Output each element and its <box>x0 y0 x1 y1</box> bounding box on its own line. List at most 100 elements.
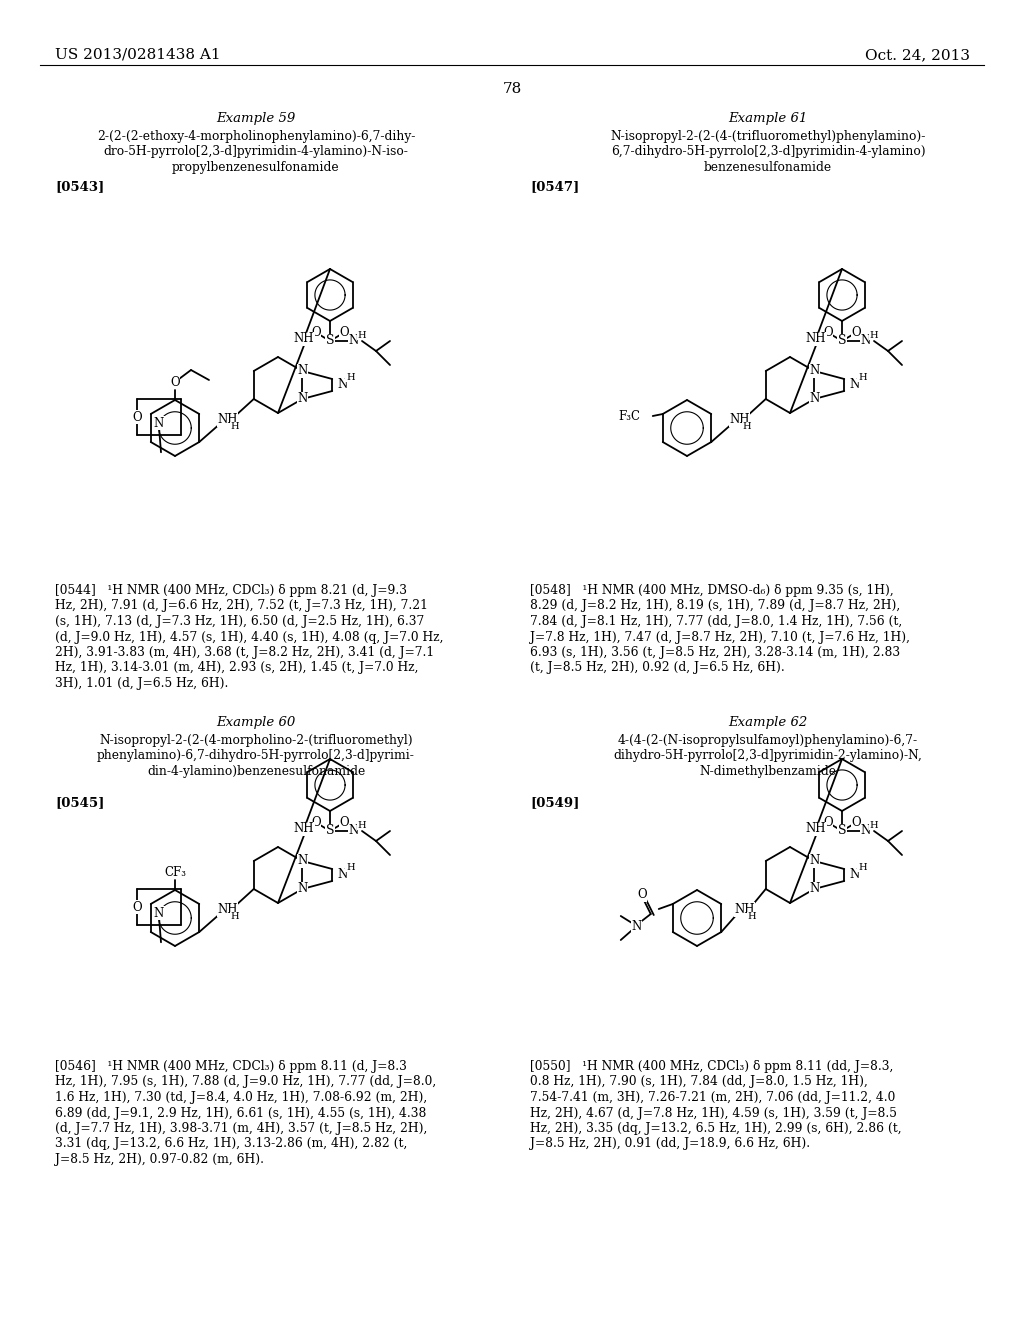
Text: 7.84 (d, J=8.1 Hz, 1H), 7.77 (dd, J=8.0, 1.4 Hz, 1H), 7.56 (t,: 7.84 (d, J=8.1 Hz, 1H), 7.77 (dd, J=8.0,… <box>530 615 902 628</box>
Text: N: N <box>297 883 307 895</box>
Text: N: N <box>809 883 819 895</box>
Text: 1.6 Hz, 1H), 7.30 (td, J=8.4, 4.0 Hz, 1H), 7.08-6.92 (m, 2H),: 1.6 Hz, 1H), 7.30 (td, J=8.4, 4.0 Hz, 1H… <box>55 1092 427 1104</box>
Text: Hz, 2H), 3.35 (dq, J=13.2, 6.5 Hz, 1H), 2.99 (s, 6H), 2.86 (t,: Hz, 2H), 3.35 (dq, J=13.2, 6.5 Hz, 1H), … <box>530 1122 901 1135</box>
Text: Hz, 2H), 4.67 (d, J=7.8 Hz, 1H), 4.59 (s, 1H), 3.59 (t, J=8.5: Hz, 2H), 4.67 (d, J=7.8 Hz, 1H), 4.59 (s… <box>530 1106 897 1119</box>
Text: dro-5H-pyrrolo[2,3-d]pyrimidin-4-ylamino)-N-iso-: dro-5H-pyrrolo[2,3-d]pyrimidin-4-ylamino… <box>103 145 409 158</box>
Text: O: O <box>823 326 833 339</box>
Text: NH: NH <box>294 333 314 346</box>
Text: N-isopropyl-2-(2-(4-(trifluoromethyl)phenylamino)-: N-isopropyl-2-(2-(4-(trifluoromethyl)phe… <box>610 129 926 143</box>
Text: NH: NH <box>217 413 238 426</box>
Text: S: S <box>838 334 846 347</box>
Text: N: N <box>809 854 819 867</box>
Text: dihydro-5H-pyrrolo[2,3-d]pyrimidin-2-ylamino)-N,: dihydro-5H-pyrrolo[2,3-d]pyrimidin-2-yla… <box>613 750 923 763</box>
Text: H: H <box>858 862 866 871</box>
Text: H: H <box>346 372 354 381</box>
Text: F₃C: F₃C <box>618 409 641 422</box>
Text: H: H <box>869 330 879 339</box>
Text: 6.93 (s, 1H), 3.56 (t, J=8.5 Hz, 2H), 3.28-3.14 (m, 1H), 2.83: 6.93 (s, 1H), 3.56 (t, J=8.5 Hz, 2H), 3.… <box>530 645 900 659</box>
Text: N: N <box>861 334 871 347</box>
Text: (d, J=7.7 Hz, 1H), 3.98-3.71 (m, 4H), 3.57 (t, J=8.5 Hz, 2H),: (d, J=7.7 Hz, 1H), 3.98-3.71 (m, 4H), 3.… <box>55 1122 427 1135</box>
Text: 0.8 Hz, 1H), 7.90 (s, 1H), 7.84 (dd, J=8.0, 1.5 Hz, 1H),: 0.8 Hz, 1H), 7.90 (s, 1H), 7.84 (dd, J=8… <box>530 1076 868 1089</box>
Text: din-4-ylamino)benzenesulfonamide: din-4-ylamino)benzenesulfonamide <box>146 766 366 777</box>
Text: H: H <box>858 372 866 381</box>
Text: N: N <box>349 334 359 347</box>
Text: 6.89 (dd, J=9.1, 2.9 Hz, 1H), 6.61 (s, 1H), 4.55 (s, 1H), 4.38: 6.89 (dd, J=9.1, 2.9 Hz, 1H), 6.61 (s, 1… <box>55 1106 426 1119</box>
Text: N: N <box>809 364 819 378</box>
Text: H: H <box>748 912 756 921</box>
Text: O: O <box>339 326 349 339</box>
Text: propylbenzenesulfonamide: propylbenzenesulfonamide <box>172 161 340 174</box>
Text: [0549]: [0549] <box>530 796 580 809</box>
Text: 7.54-7.41 (m, 3H), 7.26-7.21 (m, 2H), 7.06 (dd, J=11.2, 4.0: 7.54-7.41 (m, 3H), 7.26-7.21 (m, 2H), 7.… <box>530 1092 895 1104</box>
Text: O: O <box>311 817 321 829</box>
Text: J=8.5 Hz, 2H), 0.97-0.82 (m, 6H).: J=8.5 Hz, 2H), 0.97-0.82 (m, 6H). <box>55 1152 264 1166</box>
Text: Example 60: Example 60 <box>216 715 296 729</box>
Text: N-isopropyl-2-(2-(4-morpholino-2-(trifluoromethyl): N-isopropyl-2-(2-(4-morpholino-2-(triflu… <box>99 734 413 747</box>
Text: 8.29 (d, J=8.2 Hz, 1H), 8.19 (s, 1H), 7.89 (d, J=8.7 Hz, 2H),: 8.29 (d, J=8.2 Hz, 1H), 8.19 (s, 1H), 7.… <box>530 599 900 612</box>
Text: 6,7-dihydro-5H-pyrrolo[2,3-d]pyrimidin-4-ylamino): 6,7-dihydro-5H-pyrrolo[2,3-d]pyrimidin-4… <box>610 145 926 158</box>
Text: O: O <box>132 900 141 913</box>
Text: N: N <box>849 379 859 392</box>
Text: O: O <box>851 326 861 339</box>
Text: NH: NH <box>806 333 826 346</box>
Text: [0546]   ¹H NMR (400 MHz, CDCl₃) δ ppm 8.11 (d, J=8.3: [0546] ¹H NMR (400 MHz, CDCl₃) δ ppm 8.1… <box>55 1060 407 1073</box>
Text: N: N <box>297 854 307 867</box>
Text: [0550]   ¹H NMR (400 MHz, CDCl₃) δ ppm 8.11 (dd, J=8.3,: [0550] ¹H NMR (400 MHz, CDCl₃) δ ppm 8.1… <box>530 1060 893 1073</box>
Text: [0544]   ¹H NMR (400 MHz, CDCl₃) δ ppm 8.21 (d, J=9.3: [0544] ¹H NMR (400 MHz, CDCl₃) δ ppm 8.2… <box>55 583 407 597</box>
Text: [0543]: [0543] <box>55 180 104 193</box>
Text: O: O <box>132 411 141 424</box>
Text: 2H), 3.91-3.83 (m, 4H), 3.68 (t, J=8.2 Hz, 2H), 3.41 (d, J=7.1: 2H), 3.91-3.83 (m, 4H), 3.68 (t, J=8.2 H… <box>55 645 434 659</box>
Text: [0545]: [0545] <box>55 796 104 809</box>
Text: NH: NH <box>806 822 826 836</box>
Text: O: O <box>823 817 833 829</box>
Text: 2-(2-(2-ethoxy-4-morpholinophenylamino)-6,7-dihy-: 2-(2-(2-ethoxy-4-morpholinophenylamino)-… <box>97 129 415 143</box>
Text: H: H <box>346 862 354 871</box>
Text: H: H <box>357 330 367 339</box>
Text: NH: NH <box>294 822 314 836</box>
Text: 4-(4-(2-(N-isopropylsulfamoyl)phenylamino)-6,7-: 4-(4-(2-(N-isopropylsulfamoyl)phenylamin… <box>617 734 919 747</box>
Text: H: H <box>230 422 239 432</box>
Text: (d, J=9.0 Hz, 1H), 4.57 (s, 1H), 4.40 (s, 1H), 4.08 (q, J=7.0 Hz,: (d, J=9.0 Hz, 1H), 4.57 (s, 1H), 4.40 (s… <box>55 631 443 644</box>
Text: US 2013/0281438 A1: US 2013/0281438 A1 <box>55 48 220 62</box>
Text: S: S <box>326 334 334 347</box>
Text: Example 61: Example 61 <box>728 112 808 125</box>
Text: O: O <box>339 817 349 829</box>
Text: N: N <box>809 392 819 405</box>
Text: J=8.5 Hz, 2H), 0.91 (dd, J=18.9, 6.6 Hz, 6H).: J=8.5 Hz, 2H), 0.91 (dd, J=18.9, 6.6 Hz,… <box>530 1138 810 1151</box>
Text: Oct. 24, 2013: Oct. 24, 2013 <box>865 48 970 62</box>
Text: NH: NH <box>734 903 755 916</box>
Text: Example 62: Example 62 <box>728 715 808 729</box>
Text: O: O <box>637 888 646 902</box>
Text: N: N <box>154 907 164 920</box>
Text: Hz, 2H), 7.91 (d, J=6.6 Hz, 2H), 7.52 (t, J=7.3 Hz, 1H), 7.21: Hz, 2H), 7.91 (d, J=6.6 Hz, 2H), 7.52 (t… <box>55 599 428 612</box>
Text: (t, J=8.5 Hz, 2H), 0.92 (d, J=6.5 Hz, 6H).: (t, J=8.5 Hz, 2H), 0.92 (d, J=6.5 Hz, 6H… <box>530 661 784 675</box>
Text: H: H <box>357 821 367 829</box>
Text: O: O <box>311 326 321 339</box>
Text: 3.31 (dq, J=13.2, 6.6 Hz, 1H), 3.13-2.86 (m, 4H), 2.82 (t,: 3.31 (dq, J=13.2, 6.6 Hz, 1H), 3.13-2.86… <box>55 1138 408 1151</box>
Text: (s, 1H), 7.13 (d, J=7.3 Hz, 1H), 6.50 (d, J=2.5 Hz, 1H), 6.37: (s, 1H), 7.13 (d, J=7.3 Hz, 1H), 6.50 (d… <box>55 615 424 628</box>
Text: N-dimethylbenzamide: N-dimethylbenzamide <box>699 766 837 777</box>
Text: 78: 78 <box>503 82 521 96</box>
Text: NH: NH <box>217 903 238 916</box>
Text: benzenesulfonamide: benzenesulfonamide <box>703 161 833 174</box>
Text: N: N <box>632 920 642 932</box>
Text: H: H <box>742 422 751 432</box>
Text: N: N <box>297 392 307 405</box>
Text: J=7.8 Hz, 1H), 7.47 (d, J=8.7 Hz, 2H), 7.10 (t, J=7.6 Hz, 1H),: J=7.8 Hz, 1H), 7.47 (d, J=8.7 Hz, 2H), 7… <box>530 631 910 644</box>
Text: NH: NH <box>729 413 750 426</box>
Text: H: H <box>869 821 879 829</box>
Text: H: H <box>230 912 239 921</box>
Text: S: S <box>326 825 334 837</box>
Text: N: N <box>297 364 307 378</box>
Text: N: N <box>861 825 871 837</box>
Text: [0548]   ¹H NMR (400 MHz, DMSO-d₆) δ ppm 9.35 (s, 1H),: [0548] ¹H NMR (400 MHz, DMSO-d₆) δ ppm 9… <box>530 583 894 597</box>
Text: N: N <box>849 869 859 882</box>
Text: N: N <box>154 417 164 430</box>
Text: Hz, 1H), 7.95 (s, 1H), 7.88 (d, J=9.0 Hz, 1H), 7.77 (dd, J=8.0,: Hz, 1H), 7.95 (s, 1H), 7.88 (d, J=9.0 Hz… <box>55 1076 436 1089</box>
Text: N: N <box>349 825 359 837</box>
Text: O: O <box>170 375 180 388</box>
Text: CF₃: CF₃ <box>164 866 186 879</box>
Text: N: N <box>337 379 347 392</box>
Text: N: N <box>337 869 347 882</box>
Text: phenylamino)-6,7-dihydro-5H-pyrrolo[2,3-d]pyrimi-: phenylamino)-6,7-dihydro-5H-pyrrolo[2,3-… <box>97 750 415 763</box>
